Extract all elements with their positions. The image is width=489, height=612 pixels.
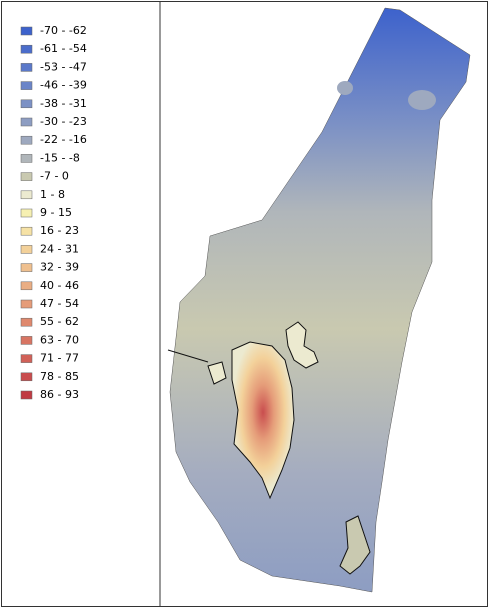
patch [337, 81, 353, 95]
legend-label: 71 - 77 [40, 352, 79, 365]
legend-swatch [20, 281, 33, 291]
legend-label: -30 - -23 [40, 115, 87, 128]
legend-label: 40 - 46 [40, 279, 79, 292]
legend-swatch [20, 372, 33, 382]
legend-label: 24 - 31 [40, 242, 79, 255]
patch [408, 90, 436, 110]
legend-label: -70 - -62 [40, 24, 87, 37]
legend-label: -22 - -16 [40, 133, 87, 146]
islet-south [339, 515, 371, 575]
legend-label: 9 - 15 [40, 206, 72, 219]
legend-swatch [20, 63, 33, 72]
legend-label: 47 - 54 [40, 297, 79, 310]
legend-swatch [20, 263, 33, 272]
legend-swatch [20, 81, 33, 90]
legend-label: -15 - -8 [40, 151, 80, 164]
legend-swatch [20, 26, 33, 36]
islet [207, 361, 227, 385]
legend-label: -61 - -54 [40, 42, 87, 55]
legend-swatch [20, 245, 33, 254]
island-north [285, 321, 319, 369]
legend-label: 63 - 70 [40, 333, 79, 346]
island [231, 341, 295, 500]
legend-swatch [20, 226, 33, 236]
legend-swatch [20, 336, 33, 345]
legend-swatch [20, 390, 33, 400]
legend-swatch [20, 317, 33, 327]
legend-swatch [20, 44, 33, 54]
legend: -70 - -62 -61 - -54 -53 - -47 -46 - -39 -38 … [20, 24, 87, 401]
map [167, 7, 471, 593]
causeway [167, 349, 209, 363]
legend-swatch [20, 135, 33, 145]
legend-label: 16 - 23 [40, 224, 79, 237]
legend-swatch [20, 172, 33, 181]
legend-swatch [20, 354, 33, 363]
legend-label: -53 - -47 [40, 60, 87, 73]
legend-label: 78 - 85 [40, 370, 79, 383]
legend-swatch [20, 190, 33, 200]
legend-swatch [20, 154, 33, 163]
legend-swatch [20, 117, 33, 127]
legend-swatch [20, 99, 33, 109]
legend-label: -46 - -39 [40, 79, 87, 92]
legend-swatch [20, 208, 33, 218]
legend-label: 86 - 93 [40, 388, 79, 401]
legend-label: -38 - -31 [40, 97, 87, 110]
legend-label: 32 - 39 [40, 261, 79, 274]
legend-swatch [20, 299, 33, 309]
legend-label: -7 - 0 [40, 170, 69, 183]
legend-label: 55 - 62 [40, 315, 79, 328]
legend-label: 1 - 8 [40, 188, 65, 201]
